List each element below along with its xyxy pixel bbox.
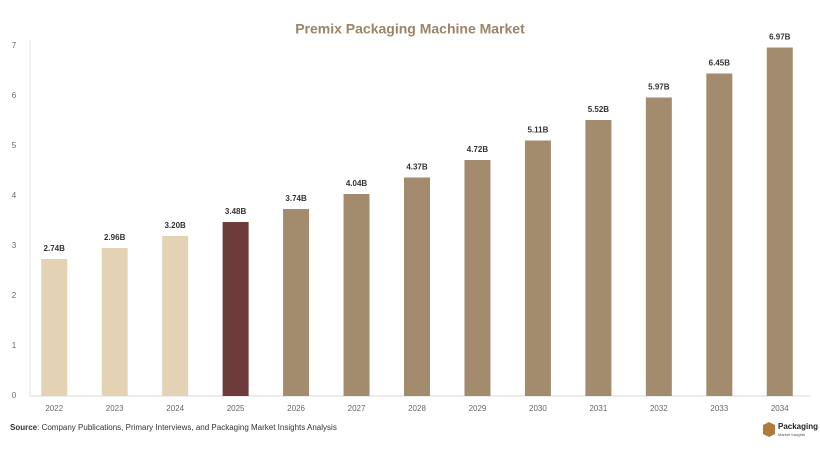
data-label: 3.48B xyxy=(225,207,247,216)
data-label: 2.96B xyxy=(104,233,126,242)
x-tick-label: 2023 xyxy=(106,404,124,413)
bar xyxy=(766,47,793,396)
data-label: 5.97B xyxy=(648,83,670,92)
data-label: 5.11B xyxy=(527,126,548,135)
chart-title: Premix Packaging Machine Market xyxy=(295,21,525,37)
y-tick-label: 4 xyxy=(12,191,17,200)
y-tick-label: 6 xyxy=(12,91,17,100)
logo-tagline: Market Insights xyxy=(778,432,805,437)
data-label: 4.37B xyxy=(406,163,428,172)
y-tick-label: 7 xyxy=(12,41,17,50)
data-label: 5.52B xyxy=(588,105,610,114)
source-text: : Company Publications, Primary Intervie… xyxy=(37,423,337,432)
data-label: 3.74B xyxy=(285,194,307,203)
bar xyxy=(585,120,612,396)
y-tick-label: 5 xyxy=(12,141,17,150)
bar xyxy=(101,248,128,396)
source-label: Source xyxy=(10,423,38,432)
x-tick-label: 2026 xyxy=(287,404,305,413)
x-tick-label: 2033 xyxy=(710,404,728,413)
bar xyxy=(524,140,551,396)
x-tick-label: 2024 xyxy=(166,404,184,413)
logo: Packaging Market Insights xyxy=(763,422,818,437)
bar xyxy=(706,73,733,396)
x-tick-label: 2031 xyxy=(589,404,607,413)
y-tick-label: 2 xyxy=(12,291,17,300)
bar xyxy=(343,194,370,396)
x-tick-label: 2027 xyxy=(348,404,366,413)
logo-name: Packaging xyxy=(778,422,818,431)
x-tick-label: 2022 xyxy=(45,404,63,413)
bar xyxy=(645,97,672,396)
data-label: 6.45B xyxy=(709,59,731,68)
bar xyxy=(283,209,310,396)
source-note: Source: Company Publications, Primary In… xyxy=(10,423,337,432)
bar xyxy=(162,236,189,396)
x-tick-label: 2032 xyxy=(650,404,668,413)
y-tick-label: 0 xyxy=(12,391,17,400)
bar xyxy=(41,259,68,396)
y-tick-label: 3 xyxy=(12,241,17,250)
data-label: 3.20B xyxy=(164,221,186,230)
x-tick-label: 2029 xyxy=(469,404,487,413)
x-tick-label: 2030 xyxy=(529,404,547,413)
data-label: 4.04B xyxy=(346,179,368,188)
y-tick-label: 1 xyxy=(12,341,17,350)
bar xyxy=(222,222,249,396)
logo-icon xyxy=(763,422,775,437)
x-tick-label: 2025 xyxy=(227,404,245,413)
x-tick-label: 2034 xyxy=(771,404,789,413)
x-tick-label: 2028 xyxy=(408,404,426,413)
data-label: 2.74B xyxy=(44,244,66,253)
bar xyxy=(464,160,491,396)
data-label: 6.97B xyxy=(769,33,791,42)
data-label: 4.72B xyxy=(467,145,489,154)
bar xyxy=(404,177,430,396)
